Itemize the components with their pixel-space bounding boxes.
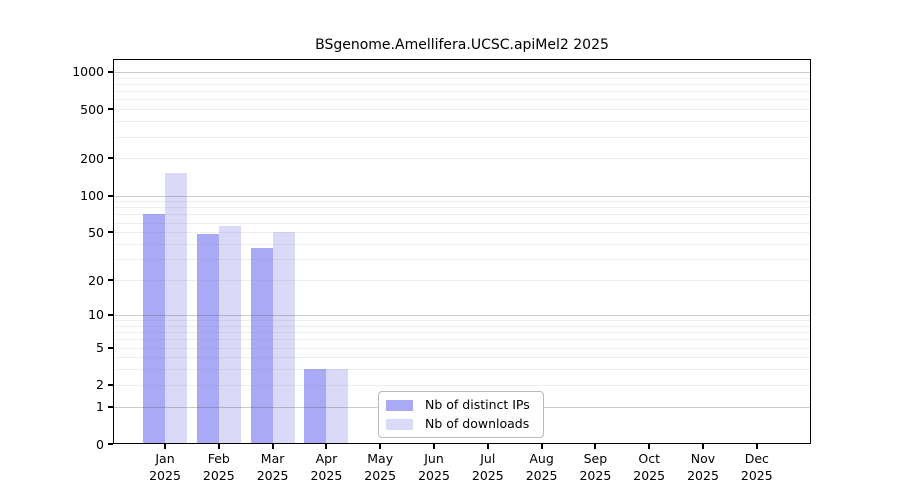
y-tick-label: 20 — [88, 272, 104, 288]
x-tick-mark — [325, 444, 328, 449]
minor-gridline — [113, 347, 811, 349]
x-tick-mark — [271, 444, 274, 449]
x-tick-label-mar: Mar 2025 — [256, 451, 289, 483]
y-tick-mark — [108, 443, 113, 445]
bar-mar-downloads — [272, 232, 295, 444]
x-tick-label-oct: Oct 2025 — [633, 451, 666, 483]
x-tick-label-may: May 2025 — [364, 451, 397, 483]
x-tick-mark — [217, 444, 220, 449]
bar-jan-distinct-ips — [143, 214, 165, 444]
y-tick-mark — [108, 108, 113, 111]
major-gridline — [113, 314, 811, 316]
bar-feb-downloads — [218, 226, 241, 444]
legend: Nb of distinct IPs Nb of downloads — [378, 391, 544, 438]
x-tick-mark — [540, 444, 543, 449]
y-tick-label: 5 — [96, 340, 104, 355]
bar-apr-distinct-ips — [304, 369, 327, 444]
x-tick-mark — [648, 444, 651, 449]
minor-gridline — [113, 77, 811, 79]
minor-gridline — [113, 320, 811, 321]
minor-gridline — [113, 83, 811, 85]
y-tick-mark — [108, 313, 113, 316]
minor-gridline — [113, 357, 811, 359]
x-tick-label-apr: Apr 2025 — [310, 451, 343, 483]
x-tick-mark — [755, 444, 758, 449]
minor-gridline — [113, 99, 811, 101]
plot-area — [113, 59, 811, 444]
y-tick-mark — [108, 383, 113, 386]
minor-gridline — [113, 136, 811, 138]
y-tick-mark — [108, 70, 113, 73]
y-tick-label: 1 — [96, 399, 104, 415]
x-tick-mark — [594, 444, 597, 449]
y-tick-mark — [108, 279, 113, 281]
x-tick-mark — [164, 444, 166, 449]
x-tick-label-jul: Jul 2025 — [471, 451, 504, 483]
minor-gridline — [113, 332, 811, 333]
minor-gridline — [113, 222, 811, 224]
y-tick-label: 200 — [80, 150, 104, 166]
minor-gridline — [113, 339, 811, 341]
minor-gridline — [113, 232, 811, 234]
x-tick-mark — [433, 444, 435, 449]
y-tick-label: 10 — [88, 307, 104, 323]
minor-gridline — [113, 158, 811, 160]
minor-gridline — [113, 325, 811, 327]
bar-jan-downloads — [165, 173, 187, 444]
minor-gridline — [113, 244, 811, 245]
x-tick-mark — [702, 444, 704, 449]
x-tick-label-feb: Feb 2025 — [202, 451, 235, 483]
legend-label-distinct-ips: Nb of distinct IPs — [425, 397, 530, 412]
bar-feb-distinct-ips — [196, 234, 219, 444]
x-tick-label-dec: Dec 2025 — [740, 451, 773, 483]
minor-gridline — [113, 214, 811, 216]
legend-label-downloads: Nb of downloads — [425, 416, 530, 431]
y-tick-label: 0 — [96, 436, 104, 452]
chart-title: BSgenome.Amellifera.UCSC.apiMel2 2025 — [315, 37, 609, 53]
legend-swatch-downloads — [386, 418, 413, 430]
y-tick-label: 500 — [80, 101, 104, 117]
y-tick-mark — [108, 157, 113, 160]
legend-item-downloads: Nb of downloads — [386, 417, 535, 431]
legend-swatch-distinct-ips — [386, 399, 413, 411]
minor-gridline — [113, 369, 811, 371]
y-tick-mark — [108, 194, 113, 197]
x-tick-label-nov: Nov 2025 — [687, 451, 719, 483]
x-tick-label-sep: Sep 2025 — [579, 451, 612, 483]
x-tick-mark — [379, 444, 382, 449]
major-gridline — [113, 71, 811, 73]
y-tick-mark — [108, 346, 113, 349]
minor-gridline — [113, 121, 811, 123]
legend-item-distinct-ips: Nb of distinct IPs — [386, 398, 535, 412]
y-tick-label: 2 — [96, 377, 104, 393]
bar-apr-downloads — [326, 369, 349, 444]
x-tick-label-jan: Jan 2025 — [149, 451, 181, 483]
y-tick-label: 100 — [80, 188, 104, 203]
minor-gridline — [113, 201, 811, 203]
x-tick-label-jun: Jun 2025 — [418, 451, 450, 483]
major-gridline — [113, 195, 811, 197]
minor-gridline — [113, 384, 811, 386]
y-tick-mark — [108, 231, 113, 234]
minor-gridline — [113, 280, 811, 281]
bar-mar-distinct-ips — [250, 248, 273, 444]
y-tick-mark — [108, 405, 113, 408]
minor-gridline — [113, 259, 811, 261]
minor-gridline — [113, 91, 811, 93]
minor-gridline — [113, 207, 811, 209]
x-tick-mark — [486, 444, 489, 449]
y-tick-label: 1000 — [72, 64, 104, 80]
x-tick-label-aug: Aug 2025 — [525, 451, 558, 483]
y-tick-label: 50 — [88, 224, 104, 240]
minor-gridline — [113, 109, 811, 111]
